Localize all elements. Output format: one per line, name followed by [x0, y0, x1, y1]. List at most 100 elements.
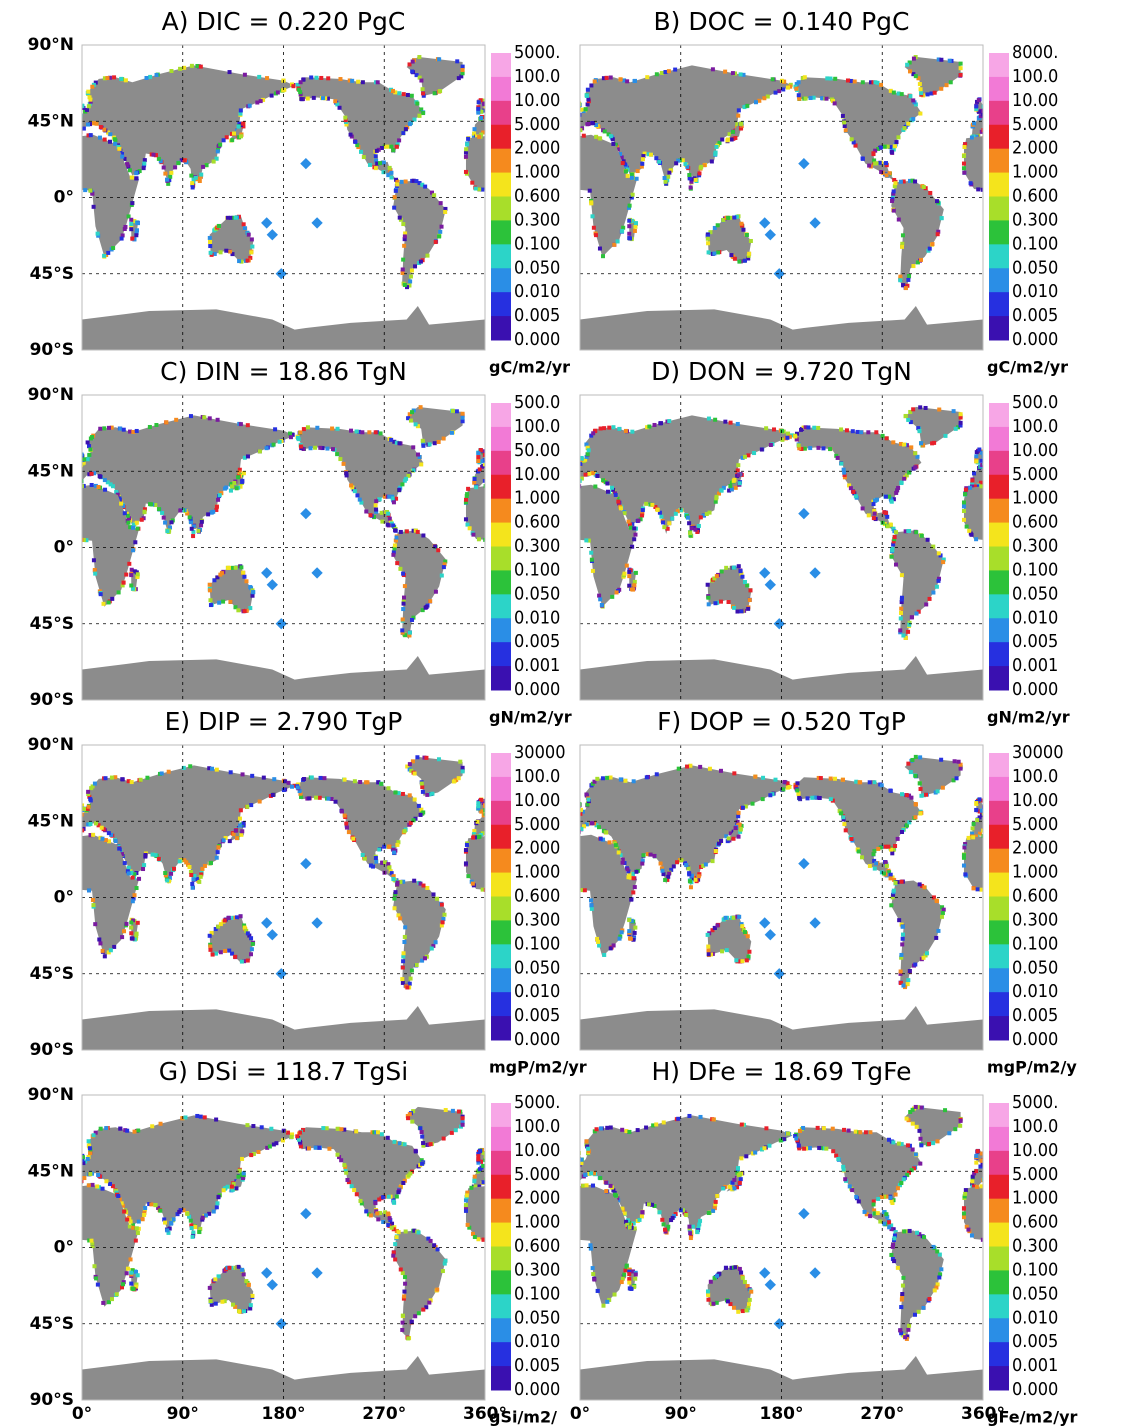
coastal-flux — [356, 80, 360, 84]
coastal-flux — [78, 459, 82, 463]
coastal-flux — [564, 421, 568, 425]
coastal-flux — [640, 259, 644, 263]
coastal-flux — [818, 73, 822, 77]
coastal-flux — [560, 143, 564, 147]
coastal-flux — [239, 108, 243, 112]
coastal-flux — [900, 245, 904, 249]
coastal-flux — [647, 259, 651, 263]
coastal-flux — [780, 438, 784, 442]
coastal-flux — [651, 957, 655, 961]
coastal-flux — [235, 486, 239, 490]
coastal-flux — [1110, 601, 1114, 605]
coastal-flux — [814, 469, 818, 473]
coastal-flux — [404, 179, 408, 183]
coastal-flux — [627, 224, 631, 228]
colorbar-label: 0.010 — [1012, 281, 1058, 302]
coastal-flux — [726, 137, 730, 141]
coastal-flux — [219, 922, 223, 926]
coastal-flux — [455, 59, 459, 63]
coastal-flux — [797, 497, 801, 501]
coastal-flux — [690, 526, 694, 530]
coastal-flux — [811, 418, 815, 422]
coastal-flux — [167, 770, 171, 774]
coastal-flux — [736, 468, 740, 472]
coastal-flux — [461, 68, 465, 72]
colorbar-label: 10.00 — [1012, 90, 1058, 111]
landmass — [796, 181, 849, 289]
coastal-flux — [890, 500, 894, 504]
coastal-flux — [353, 779, 357, 783]
coastal-flux — [397, 441, 401, 445]
coastal-flux — [727, 600, 731, 604]
coastal-flux — [122, 581, 126, 585]
coastal-flux — [910, 615, 914, 619]
colorbar-label: 0.050 — [514, 257, 560, 278]
coastal-flux — [851, 429, 855, 433]
coastal-flux — [897, 218, 901, 222]
coastal-flux — [634, 916, 638, 920]
coastal-flux — [130, 201, 134, 205]
coastal-flux — [1115, 158, 1119, 162]
coastal-flux — [76, 448, 80, 452]
coastal-flux — [196, 529, 200, 533]
coastal-flux — [410, 94, 414, 98]
coastal-flux — [611, 425, 615, 429]
coastal-flux — [1081, 158, 1085, 162]
coastal-flux — [836, 456, 840, 460]
coastal-flux — [833, 77, 837, 81]
coastal-flux — [612, 601, 616, 605]
coastal-flux — [747, 472, 751, 476]
coastal-flux — [88, 797, 92, 801]
coastal-flux — [753, 485, 757, 489]
coastal-flux — [77, 888, 81, 892]
coastal-flux — [464, 170, 468, 174]
coastal-flux — [571, 187, 575, 191]
coastal-flux — [457, 76, 461, 80]
coastal-flux — [92, 121, 96, 125]
coastal-flux — [746, 465, 750, 469]
coastal-flux — [898, 275, 902, 279]
coastal-flux — [645, 75, 649, 79]
coastal-flux — [465, 142, 469, 146]
coastal-flux — [109, 482, 113, 486]
coastal-flux — [762, 96, 766, 100]
coastal-flux — [104, 776, 108, 780]
coastal-flux — [815, 409, 819, 413]
coastal-flux — [215, 856, 219, 860]
coastal-flux — [61, 146, 65, 150]
coastal-flux — [706, 583, 710, 587]
coastal-flux — [102, 426, 106, 430]
coastal-flux — [918, 112, 922, 116]
coastal-flux — [728, 484, 732, 488]
coastal-flux — [421, 533, 425, 537]
coastal-flux — [797, 209, 801, 213]
coastal-flux — [609, 75, 613, 79]
coastal-flux — [1120, 222, 1124, 226]
coastal-flux — [1093, 174, 1097, 178]
coastal-flux — [246, 959, 250, 963]
coastal-flux — [697, 171, 701, 175]
coastal-flux — [756, 139, 760, 143]
coastal-flux — [217, 224, 221, 228]
coastal-flux — [374, 430, 378, 434]
coastal-flux — [789, 495, 793, 499]
coastal-flux — [640, 162, 644, 166]
coastal-flux — [628, 204, 632, 208]
coastal-flux — [906, 418, 910, 422]
coastal-flux — [565, 518, 569, 522]
coastal-flux — [1117, 601, 1121, 605]
coastal-flux — [631, 193, 635, 197]
coastal-flux — [478, 467, 482, 471]
coastal-flux — [123, 225, 127, 229]
coastal-flux — [131, 876, 135, 880]
coastal-flux — [864, 65, 868, 69]
coastal-flux — [411, 445, 415, 449]
coastal-flux — [611, 247, 615, 251]
coastal-flux — [1092, 536, 1096, 540]
coastal-flux — [103, 138, 107, 142]
coastal-flux — [117, 590, 121, 594]
coastal-flux — [86, 790, 90, 794]
coastal-flux — [1116, 505, 1120, 509]
coastal-flux — [363, 857, 367, 861]
coastal-flux — [272, 443, 276, 447]
